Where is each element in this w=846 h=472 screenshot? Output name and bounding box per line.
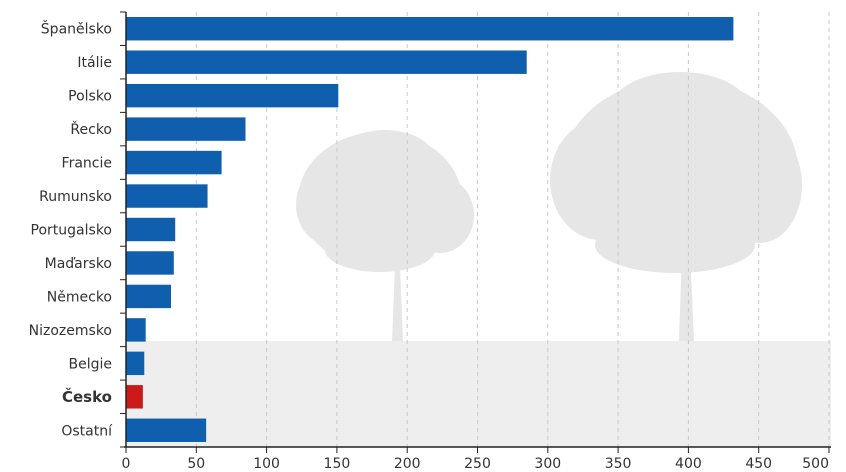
bar [126, 351, 145, 376]
tree-right [550, 72, 802, 341]
x-tick-label: 200 [394, 456, 421, 472]
ground [126, 341, 831, 447]
category-label: Maďarsko [45, 256, 112, 272]
x-tick-label: 350 [605, 456, 632, 472]
category-label: Řecko [70, 121, 112, 138]
x-tick-label: 100 [253, 456, 280, 472]
bar [126, 184, 208, 208]
category-label: Francie [62, 156, 112, 172]
bar [126, 17, 734, 41]
background-illustration [126, 72, 831, 447]
category-label: Portugalsko [31, 223, 112, 239]
category-label: Rumunsko [39, 189, 112, 205]
category-label: Ostatní [61, 423, 113, 439]
bar [126, 284, 171, 309]
bar [126, 318, 146, 342]
x-tick-label: 250 [464, 456, 491, 472]
x-tick-label: 450 [745, 456, 772, 472]
category-label: Nizozemsko [29, 323, 112, 339]
tick-labels: 0 50 100 150 200 250 300 350 400 450 500 [122, 456, 829, 472]
bar [126, 251, 174, 275]
x-tick-label: 0 [122, 456, 131, 472]
bar [126, 385, 143, 409]
category-label: Belgie [69, 356, 113, 372]
x-tick-label: 500 [802, 456, 829, 472]
x-tick-label: 150 [324, 456, 351, 472]
bar [126, 83, 339, 108]
bar [126, 418, 207, 442]
x-tick-label: 50 [187, 456, 205, 472]
category-label: Německo [47, 289, 112, 305]
category-label: Španělsko [41, 20, 112, 38]
x-tick-label: 300 [534, 456, 561, 472]
bars [126, 17, 734, 442]
tree-left [296, 130, 474, 341]
bar [126, 217, 176, 242]
x-tick-label: 400 [675, 456, 702, 472]
category-labels: Španělsko Itálie Polsko Řecko Francie Rumunsk… [29, 20, 113, 440]
bar [126, 150, 222, 175]
bar [126, 50, 527, 74]
category-label: Česko [62, 387, 112, 406]
bar [126, 117, 246, 141]
category-label: Polsko [68, 89, 112, 105]
axes [120, 11, 831, 453]
category-label: Itálie [77, 55, 112, 71]
